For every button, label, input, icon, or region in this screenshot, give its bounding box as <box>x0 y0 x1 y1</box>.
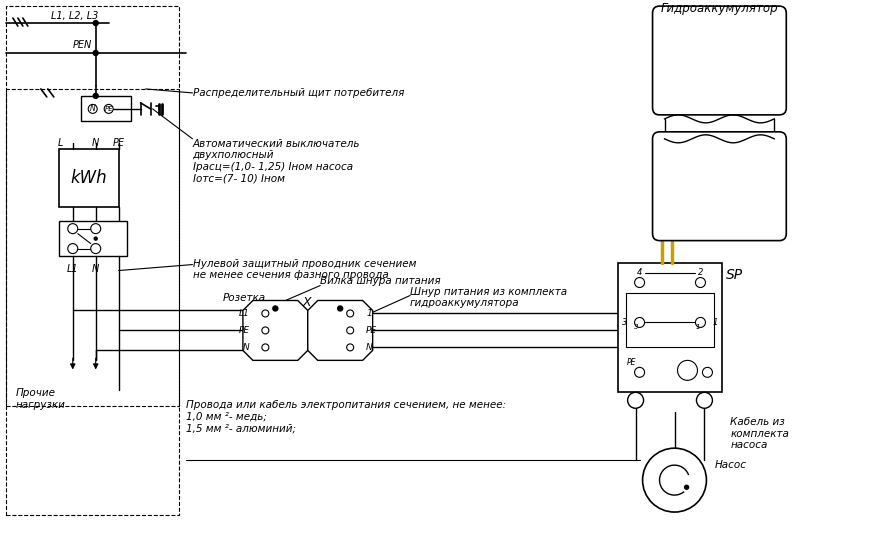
Circle shape <box>684 485 689 489</box>
Text: N: N <box>366 343 373 352</box>
Text: 3: 3 <box>622 318 628 327</box>
Text: N: N <box>92 264 100 273</box>
Circle shape <box>262 310 269 317</box>
Circle shape <box>635 278 644 287</box>
Text: N: N <box>90 104 95 113</box>
Text: Вилка шнура питания: Вилка шнура питания <box>320 275 440 286</box>
Circle shape <box>262 327 269 334</box>
Text: Шнур питания из комплекта
гидроаккумулятора: Шнур питания из комплекта гидроаккумулят… <box>410 287 567 308</box>
Text: L1: L1 <box>67 264 79 273</box>
Circle shape <box>347 344 354 351</box>
Circle shape <box>628 393 643 408</box>
Circle shape <box>635 367 644 378</box>
Text: L1: L1 <box>239 309 249 318</box>
Text: L: L <box>58 138 64 148</box>
Circle shape <box>642 448 706 512</box>
Circle shape <box>68 223 78 234</box>
Text: PE: PE <box>113 138 125 148</box>
Text: Нулевой защитный проводник сечением
не менее сечения фазного провода: Нулевой защитный проводник сечением не м… <box>192 259 416 280</box>
Text: kWh: kWh <box>71 169 107 187</box>
Text: Провода или кабель электропитания сечением, не менее:
1,0 мм ²- медь;
1,5 мм ²- : Провода или кабель электропитания сечени… <box>185 400 506 433</box>
Circle shape <box>677 360 697 380</box>
Circle shape <box>347 327 354 334</box>
Polygon shape <box>308 301 372 360</box>
Text: Насос: Насос <box>714 460 746 470</box>
Text: PE: PE <box>239 326 249 335</box>
Text: PEN: PEN <box>73 40 92 50</box>
Circle shape <box>696 317 705 328</box>
Circle shape <box>94 50 98 55</box>
Bar <box>80 96 130 121</box>
Text: PE: PE <box>366 326 378 335</box>
Text: Кабель из
комплекта
насоса: Кабель из комплекта насоса <box>731 417 789 451</box>
Bar <box>6 89 178 407</box>
Circle shape <box>94 237 97 240</box>
Circle shape <box>104 104 113 113</box>
Circle shape <box>68 244 78 253</box>
Circle shape <box>88 104 97 113</box>
Circle shape <box>262 344 269 351</box>
Bar <box>59 221 127 256</box>
Text: X: X <box>303 296 312 309</box>
Text: 2: 2 <box>697 268 704 277</box>
Circle shape <box>273 306 278 311</box>
Circle shape <box>347 310 354 317</box>
Circle shape <box>697 393 712 408</box>
Text: Розетка: Розетка <box>223 294 266 303</box>
Bar <box>626 293 714 347</box>
Circle shape <box>94 20 98 26</box>
Text: 1: 1 <box>366 309 372 318</box>
Bar <box>618 263 723 393</box>
Text: N: N <box>92 138 100 148</box>
Circle shape <box>696 278 705 287</box>
Circle shape <box>337 306 343 311</box>
Circle shape <box>91 223 101 234</box>
Text: 3: 3 <box>635 324 639 330</box>
FancyBboxPatch shape <box>653 132 787 241</box>
Circle shape <box>91 244 101 253</box>
Text: SP: SP <box>726 267 744 281</box>
Text: L1, L2, L3: L1, L2, L3 <box>51 11 98 21</box>
Bar <box>6 6 178 515</box>
Text: N: N <box>243 343 249 352</box>
Text: 4: 4 <box>637 268 642 277</box>
Text: PE: PE <box>627 358 636 367</box>
FancyBboxPatch shape <box>653 6 787 115</box>
Text: 1: 1 <box>695 324 700 330</box>
Text: Распределительный щит потребителя: Распределительный щит потребителя <box>192 88 404 98</box>
Circle shape <box>635 317 644 328</box>
Text: PE: PE <box>104 106 113 112</box>
Bar <box>59 149 119 207</box>
Text: 1: 1 <box>712 318 718 327</box>
Circle shape <box>703 367 712 378</box>
Text: Гидроаккумулятор: Гидроаккумулятор <box>661 2 778 14</box>
Text: Прочие
нагрузки: Прочие нагрузки <box>16 388 66 410</box>
Polygon shape <box>243 301 308 360</box>
Text: Автоматический выключатель
двухполюсный
Iрасц=(1,0- 1,25) Iном насоса
Iотс=(7- 1: Автоматический выключатель двухполюсный … <box>192 139 360 184</box>
Circle shape <box>94 93 98 98</box>
